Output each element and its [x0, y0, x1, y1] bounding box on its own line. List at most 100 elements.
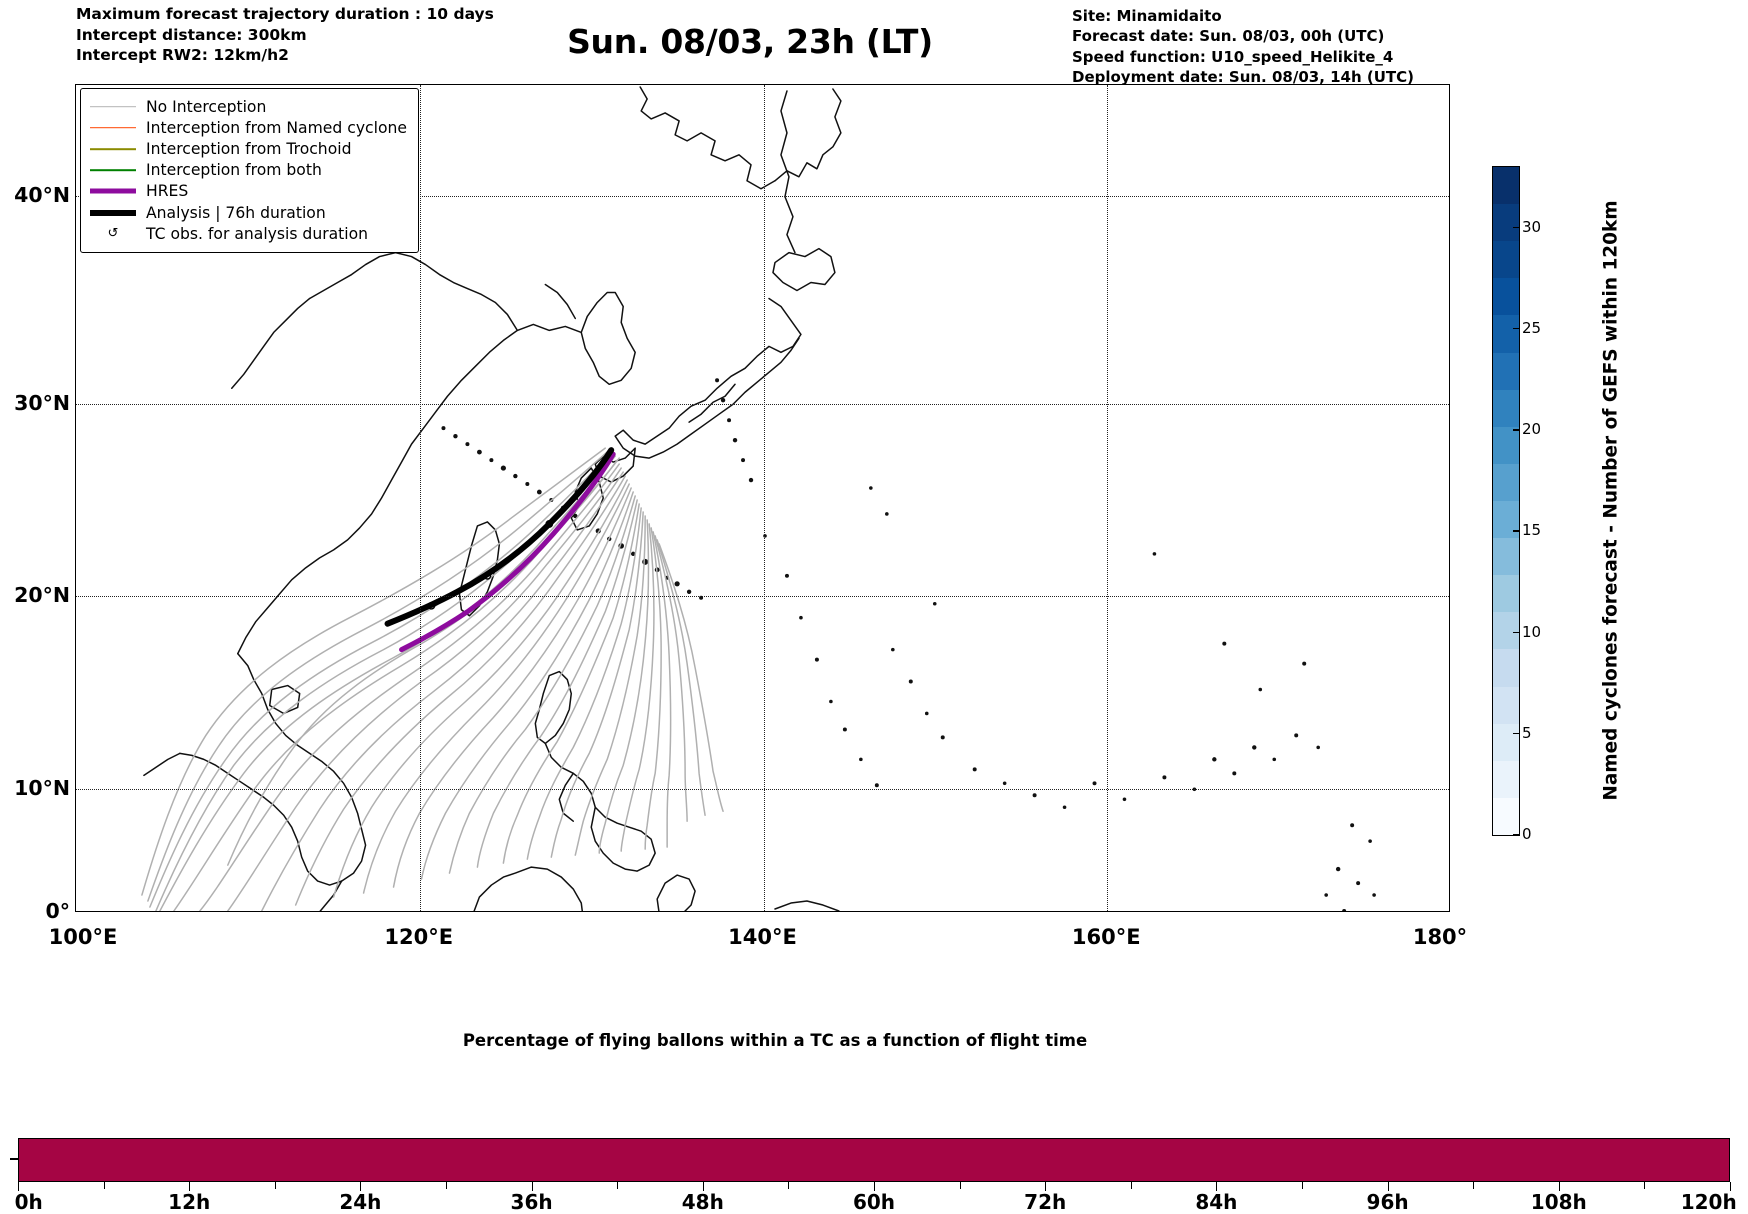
legend-item-analysis[interactable]: Analysis | 76h duration [90, 202, 407, 223]
page-title: Sun. 08/03, 23h (LT) [567, 22, 933, 61]
gridline-20N [76, 596, 1449, 598]
legend-label: HRES [146, 182, 189, 201]
percentage-bar-axes[interactable] [18, 1138, 1730, 1182]
colorbar-cell [1493, 204, 1519, 242]
header-left-block: Maximum forecast trajectory duration : 1… [76, 4, 494, 66]
colorbar-tick-0: 0 [1513, 825, 1532, 843]
y-tick-20N: 20°N [14, 583, 70, 608]
colorbar-cell [1493, 649, 1519, 687]
colorbar-cell [1493, 760, 1519, 798]
y-tick-30N: 30°N [14, 390, 70, 415]
colorbar-tick-10: 10 [1512, 622, 1542, 641]
percentage-bar-fill [19, 1139, 1729, 1181]
colorbar-cell [1493, 389, 1519, 427]
trajectory-bundle-no-interception [141, 447, 724, 911]
y-tick-40N: 40°N [14, 182, 70, 207]
header-intercept-distance: Intercept distance: 300km [76, 25, 307, 44]
analysis-track [384, 447, 615, 627]
x-tick-140E: 140°E [728, 925, 797, 949]
colorbar-tick-15: 15 [1512, 521, 1542, 540]
header-max-duration: Maximum forecast trajectory duration : 1… [76, 5, 494, 23]
time-tick [959, 1182, 961, 1189]
colorbar-cell [1493, 167, 1519, 205]
time-tick [788, 1182, 790, 1189]
colorbar-cell [1493, 500, 1519, 539]
header-intercept-rw2: Intercept RW2: 12km/h2 [76, 46, 289, 65]
colorbar-gradient [1492, 166, 1520, 836]
time-tick [103, 1182, 105, 1189]
legend-item-no-interception[interactable]: No Interception [90, 96, 407, 117]
time-tick [1130, 1182, 1132, 1189]
time-tick-label-0h: 0h [14, 1190, 43, 1214]
time-tick [1644, 1182, 1646, 1189]
legend-label: Analysis | 76h duration [146, 203, 326, 222]
time-tick [1302, 1182, 1303, 1189]
time-tick [360, 1182, 362, 1191]
time-tick-label-48h: 48h [681, 1190, 724, 1214]
legend-item-named-cyclone[interactable]: Interception from Named cyclone [90, 117, 407, 138]
time-tick [189, 1182, 191, 1191]
colorbar-cell [1493, 686, 1519, 724]
colorbar-cell [1493, 463, 1519, 501]
gridline-40N [76, 195, 1449, 197]
gridline-30N [76, 403, 1449, 405]
header-deployment-date: Deployment date: Sun. 08/03, 14h (UTC) [1072, 68, 1415, 87]
header-site: Site: Minamidaito [1072, 7, 1222, 25]
header-speed-function: Speed function: U10_speed_Helikite_4 [1072, 47, 1394, 66]
cyclone-icon: ↺ [107, 226, 119, 242]
gridline-160E [1107, 85, 1109, 911]
colorbar-cell [1493, 352, 1519, 390]
time-tick [1387, 1182, 1389, 1191]
legend-item-tc-obs[interactable]: ↺ TC obs. for analysis duration [90, 223, 407, 244]
time-tick [702, 1182, 704, 1191]
legend-item-hres[interactable]: HRES [90, 181, 407, 202]
time-tick-label-36h: 36h [510, 1190, 553, 1214]
y-tick-0: 0° [45, 899, 70, 923]
gridline-120E [419, 85, 421, 911]
legend-label: Interception from Named cyclone [146, 118, 407, 137]
colorbar-tick-30: 30 [1512, 217, 1542, 236]
tc-observation-markers [427, 520, 554, 610]
y-tick-10N: 10°N [14, 775, 70, 800]
legend-item-both[interactable]: Interception from both [90, 160, 407, 181]
colorbar-axis-label: Named cyclones forecast - Number of GEFS… [1596, 166, 1626, 834]
colorbar-tick-20: 20 [1512, 420, 1542, 439]
map-legend[interactable]: No Interception Interception from Named … [80, 88, 419, 254]
x-tick-100E: 100°E [48, 925, 118, 949]
time-tick [617, 1182, 619, 1189]
time-tick [1045, 1182, 1047, 1191]
colorbar-cell [1493, 575, 1519, 613]
header-right-block: Site: Minamidaito Forecast date: Sun. 08… [1072, 6, 1414, 88]
gridline-10N [76, 788, 1449, 790]
time-tick [531, 1182, 533, 1191]
time-tick [1473, 1182, 1475, 1189]
colorbar-cell [1493, 241, 1519, 279]
time-tick [446, 1182, 447, 1189]
time-tick-label-96h: 96h [1366, 1190, 1409, 1214]
coastline-layer [143, 86, 842, 911]
colorbar-cell [1493, 797, 1519, 835]
colorbar[interactable]: 0 5 10 15 20 25 30 [1492, 166, 1541, 843]
colorbar-cell [1493, 612, 1519, 650]
line-swatch-trochoid [90, 143, 136, 155]
time-tick [1216, 1182, 1218, 1191]
percentage-bar-left-tick [10, 1158, 18, 1160]
time-tick-label-72h: 72h [1024, 1190, 1067, 1214]
x-tick-180: 180° [1412, 925, 1468, 949]
legend-item-trochoid[interactable]: Interception from Trochoid [90, 138, 407, 159]
legend-label: Interception from Trochoid [146, 139, 352, 158]
colorbar-cell [1493, 723, 1519, 761]
colorbar-cell [1493, 538, 1519, 576]
time-tick-label-24h: 24h [339, 1190, 382, 1214]
time-tick [874, 1182, 875, 1191]
line-swatch-named-cyclone [90, 122, 136, 134]
time-tick-label-60h: 60h [852, 1190, 896, 1214]
gridline-140E [763, 85, 765, 911]
percentage-bar-title: Percentage of flying ballons within a TC… [462, 1031, 1088, 1050]
line-swatch-both [90, 164, 136, 176]
time-tick-label-120h: 120h [1680, 1190, 1737, 1214]
colorbar-tick-25: 25 [1512, 318, 1542, 337]
line-swatch-hres [90, 185, 136, 197]
island-dots-layer [441, 378, 1376, 911]
time-tick [18, 1182, 19, 1191]
